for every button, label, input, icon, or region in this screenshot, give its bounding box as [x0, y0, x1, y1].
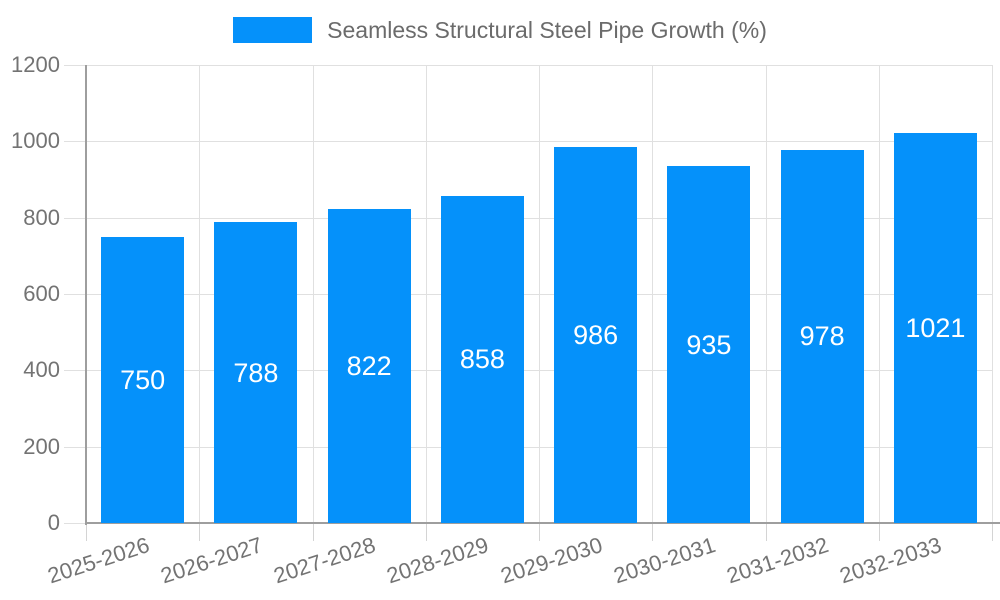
legend-label: Seamless Structural Steel Pipe Growth (%…: [327, 17, 767, 43]
legend: Seamless Structural Steel Pipe Growth (%…: [0, 17, 1000, 43]
x-axis-tick: [652, 523, 654, 541]
x-gridline: [539, 65, 540, 523]
bar-value-label: 978: [799, 321, 845, 352]
y-gridline: [64, 446, 992, 448]
x-gridline: [199, 65, 201, 523]
bar: [101, 236, 185, 524]
bar: [214, 222, 298, 523]
y-axis-line: [85, 65, 87, 525]
bar-value-label: 986: [573, 319, 619, 350]
bar: [893, 133, 977, 523]
legend-swatch: [233, 17, 313, 43]
y-gridline: [64, 217, 992, 219]
x-axis-line: [85, 522, 1000, 524]
bar-value-label: 858: [459, 344, 505, 375]
y-axis-tick-label: 1000: [11, 128, 60, 154]
y-axis-tick-label: 400: [23, 357, 60, 383]
bar-value-label: 822: [346, 351, 392, 382]
x-gridline: [425, 65, 427, 523]
bar-value-label: 788: [233, 357, 279, 388]
x-axis-tick: [86, 523, 87, 541]
y-axis-tick-label: 0: [47, 510, 60, 535]
y-axis-tick-label: 200: [23, 433, 60, 459]
x-gridline: [765, 65, 767, 523]
x-axis-tick: [425, 523, 427, 541]
x-axis-tick: [992, 523, 993, 541]
bar: [554, 146, 638, 523]
bar: [440, 195, 524, 523]
x-axis-tick: [539, 523, 540, 541]
x-gridline: [652, 65, 654, 523]
x-axis-tick: [199, 523, 201, 541]
y-axis-tick-label: 800: [23, 204, 60, 230]
y-axis-tick-label: 600: [23, 281, 60, 306]
legend-item[interactable]: Seamless Structural Steel Pipe Growth (%…: [233, 17, 767, 43]
y-gridline: [64, 370, 992, 372]
y-gridline: [64, 141, 992, 143]
bar-value-label: 750: [120, 364, 166, 395]
x-axis-tick: [765, 523, 767, 541]
x-axis-tick: [878, 523, 880, 541]
bar: [780, 149, 864, 523]
y-gridline: [64, 294, 992, 295]
x-gridline: [312, 65, 314, 523]
y-gridline: [64, 65, 992, 66]
bar-value-label: 1021: [905, 313, 966, 344]
x-axis-tick: [312, 523, 314, 541]
bar-value-label: 935: [686, 329, 732, 360]
x-gridline: [878, 65, 880, 523]
bar: [327, 209, 411, 523]
y-axis-tick-label: 1200: [11, 52, 60, 77]
y-gridline: [64, 523, 86, 524]
x-gridline: [992, 65, 993, 523]
bar: [667, 166, 751, 523]
